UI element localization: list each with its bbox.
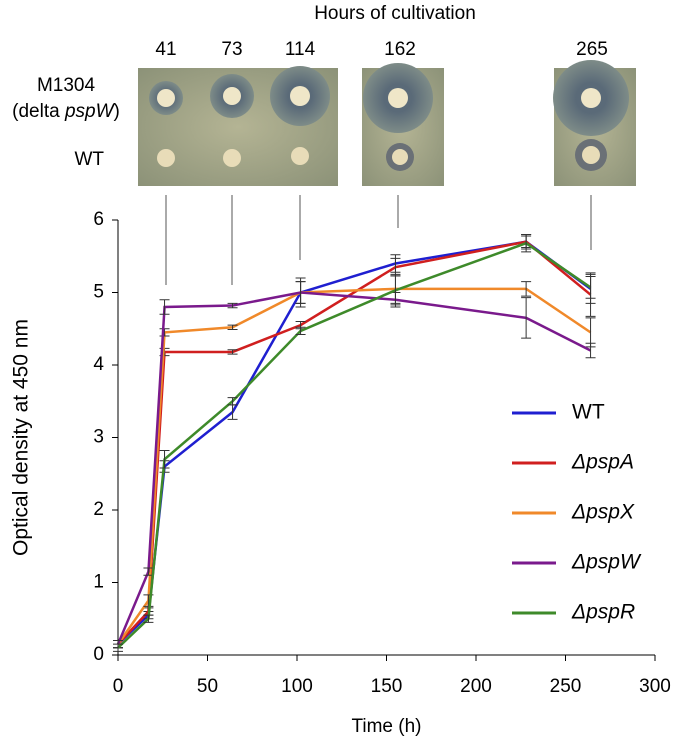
strain-label: M1304	[37, 75, 96, 96]
hour-label: 114	[285, 39, 316, 60]
y-tick-label: 1	[93, 572, 104, 593]
error-bar	[585, 276, 596, 299]
x-tick-label: 250	[550, 676, 582, 697]
y-tick-label: 0	[93, 644, 104, 665]
series-line	[116, 291, 592, 645]
y-axis-label: Optical density at 450 nm	[10, 319, 33, 556]
strain-label: (delta pspW)	[12, 101, 120, 122]
hour-label: 73	[221, 39, 242, 60]
error-bar	[159, 450, 170, 469]
x-tick-label: 150	[371, 676, 403, 697]
x-tick-label: 50	[197, 676, 218, 697]
legend-label: WT	[572, 401, 605, 424]
error-bar	[585, 342, 596, 359]
error-bar	[159, 299, 170, 315]
series-line	[117, 241, 592, 649]
x-tick-label: 100	[281, 676, 313, 697]
legend-label: ΔpspW	[571, 551, 642, 574]
y-tick-label: 2	[93, 499, 104, 520]
y-tick-label: 6	[93, 209, 104, 230]
error-bar	[113, 643, 123, 652]
x-tick-label: 0	[113, 676, 124, 697]
plates-title: Hours of cultivation	[314, 3, 476, 24]
error-bar	[295, 277, 306, 308]
error-bar	[390, 275, 401, 306]
hour-label: 41	[155, 39, 176, 60]
error-bar	[143, 614, 154, 623]
y-tick-label: 3	[93, 427, 104, 448]
hour-label: 162	[384, 39, 416, 60]
hour-label: 265	[576, 39, 608, 60]
series-line	[117, 240, 592, 646]
plate-connectors	[165, 195, 592, 285]
x-axis-label: Time (h)	[351, 716, 421, 737]
error-bar	[159, 328, 170, 337]
legend-label: ΔpspA	[571, 451, 634, 474]
error-bar	[227, 349, 238, 355]
x-tick-label: 300	[639, 676, 671, 697]
y-tick-label: 4	[93, 354, 104, 375]
series-line	[117, 240, 592, 645]
error-bar	[521, 281, 532, 297]
error-bar	[521, 297, 532, 339]
error-bar	[227, 302, 238, 309]
legend-label: ΔpspR	[571, 601, 635, 624]
error-bar	[227, 397, 238, 406]
series-line	[116, 287, 592, 645]
legend-label: ΔpspX	[571, 501, 635, 524]
error-bar	[521, 234, 532, 253]
error-bar	[585, 317, 596, 348]
strain-label: WT	[74, 149, 104, 170]
x-tick-label: 200	[460, 676, 492, 697]
error-bar	[295, 326, 306, 336]
error-bar	[227, 324, 238, 330]
plate-photos	[138, 60, 636, 186]
y-tick-label: 5	[93, 282, 104, 303]
